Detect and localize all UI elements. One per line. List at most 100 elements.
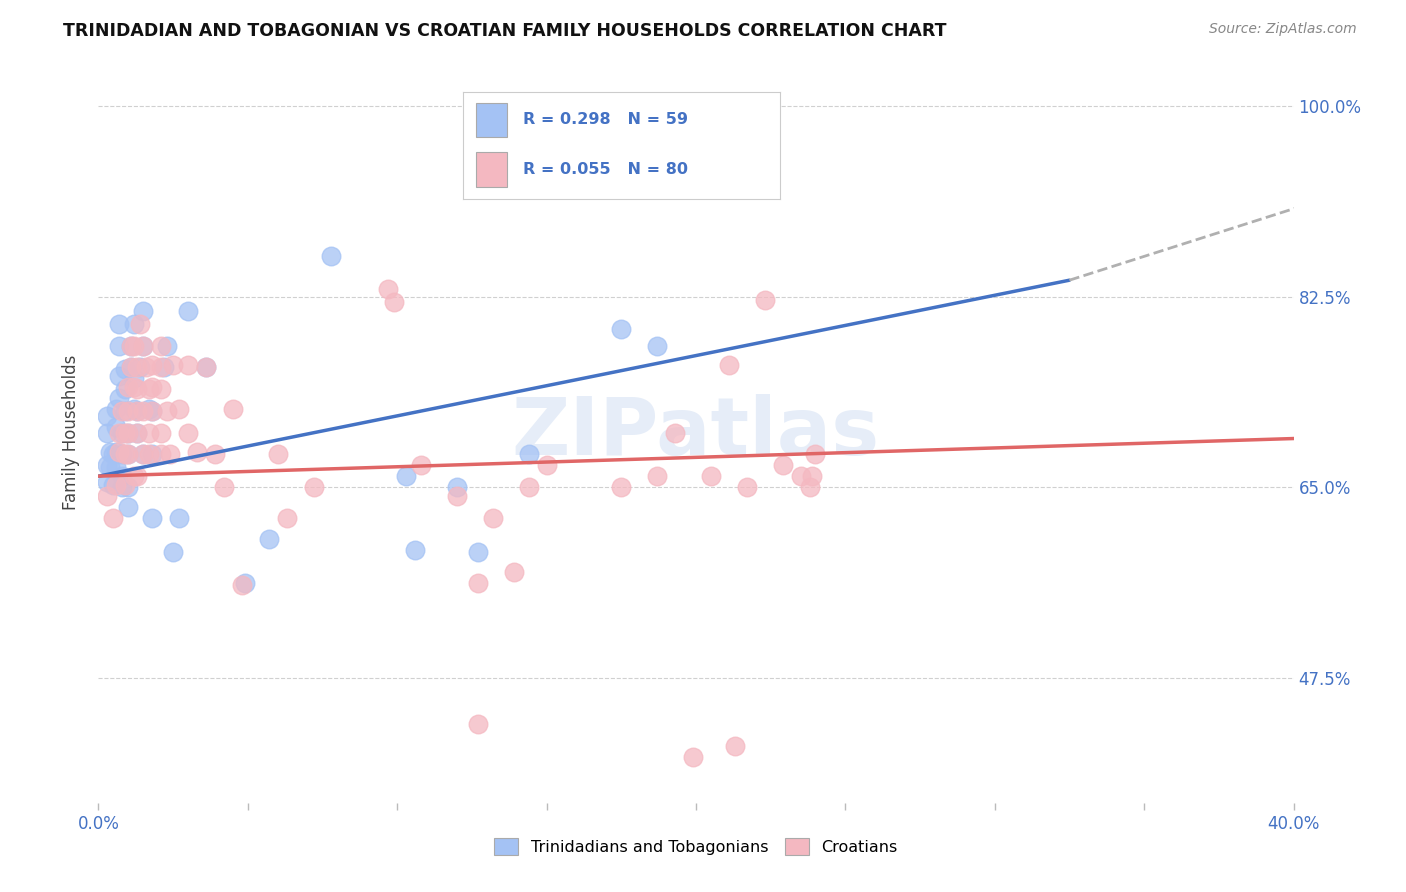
Point	[150, 338, 173, 352]
Point	[664, 99, 686, 113]
Point	[382, 295, 405, 310]
Point	[772, 458, 794, 473]
Point	[132, 404, 155, 418]
Point	[105, 401, 128, 416]
Text: ZIPatlas: ZIPatlas	[512, 393, 880, 472]
Point	[231, 578, 253, 592]
Point	[127, 469, 149, 483]
Point	[257, 533, 280, 547]
Y-axis label: Family Households: Family Households	[62, 355, 80, 510]
Point	[103, 447, 125, 461]
Point	[138, 382, 160, 396]
Point	[114, 382, 136, 396]
Point	[156, 338, 179, 352]
Point	[141, 404, 163, 418]
Point	[132, 303, 155, 318]
Point	[177, 358, 200, 372]
Point	[482, 510, 505, 524]
Point	[111, 425, 134, 440]
Point	[467, 717, 489, 731]
Point	[132, 338, 155, 352]
Point	[108, 445, 131, 459]
Point	[96, 475, 118, 489]
Point	[735, 480, 758, 494]
Point	[117, 447, 139, 461]
Point	[120, 338, 142, 352]
Point	[108, 317, 131, 331]
Point	[467, 545, 489, 559]
Point	[96, 409, 118, 424]
Point	[141, 358, 163, 372]
Point	[177, 303, 200, 318]
Point	[98, 445, 122, 459]
Point	[167, 401, 190, 416]
Point	[117, 425, 139, 440]
Point	[98, 460, 122, 475]
Point	[127, 404, 149, 418]
Point	[141, 510, 163, 524]
Point	[167, 510, 190, 524]
Point	[132, 447, 155, 461]
Point	[103, 510, 125, 524]
Point	[96, 425, 118, 440]
Point	[664, 425, 686, 440]
Point	[717, 358, 740, 372]
Point	[129, 360, 152, 375]
Point	[610, 480, 633, 494]
Point	[789, 469, 811, 483]
Point	[117, 480, 139, 494]
Point	[117, 425, 139, 440]
Legend: Trinidadians and Tobagonians, Croatians: Trinidadians and Tobagonians, Croatians	[488, 832, 904, 862]
Point	[127, 425, 149, 440]
Point	[222, 401, 245, 416]
Point	[150, 447, 173, 461]
Point	[302, 480, 325, 494]
Point	[124, 401, 146, 416]
Point	[153, 360, 176, 375]
Point	[536, 458, 558, 473]
Point	[105, 445, 128, 459]
Point	[276, 510, 298, 524]
Point	[141, 380, 163, 394]
Point	[117, 380, 139, 394]
Point	[233, 575, 256, 590]
Point	[162, 358, 184, 372]
Point	[111, 404, 134, 418]
Point	[120, 360, 142, 375]
Point	[114, 478, 136, 492]
Point	[159, 447, 181, 461]
Point	[517, 447, 540, 461]
Point	[105, 460, 128, 475]
Point	[114, 447, 136, 461]
Point	[404, 543, 426, 558]
Point	[150, 360, 173, 375]
Point	[682, 750, 704, 764]
Point	[124, 338, 146, 352]
Point	[114, 425, 136, 440]
Point	[502, 565, 524, 579]
Point	[645, 469, 668, 483]
Point	[124, 317, 146, 331]
Point	[377, 282, 399, 296]
Point	[395, 469, 418, 483]
Point	[517, 480, 540, 494]
Point	[117, 404, 139, 418]
Point	[108, 425, 131, 440]
Point	[127, 425, 149, 440]
Point	[103, 478, 125, 492]
Point	[96, 458, 118, 473]
Point	[105, 420, 128, 434]
Point	[141, 404, 163, 418]
Point	[446, 480, 468, 494]
Point	[96, 489, 118, 503]
Point	[150, 425, 173, 440]
Point	[138, 425, 160, 440]
Point	[105, 478, 128, 492]
Point	[138, 401, 160, 416]
Point	[132, 338, 155, 352]
Point	[267, 447, 290, 461]
Point	[124, 380, 146, 394]
Point	[446, 489, 468, 503]
Text: Source: ZipAtlas.com: Source: ZipAtlas.com	[1209, 22, 1357, 37]
Point	[610, 322, 633, 336]
